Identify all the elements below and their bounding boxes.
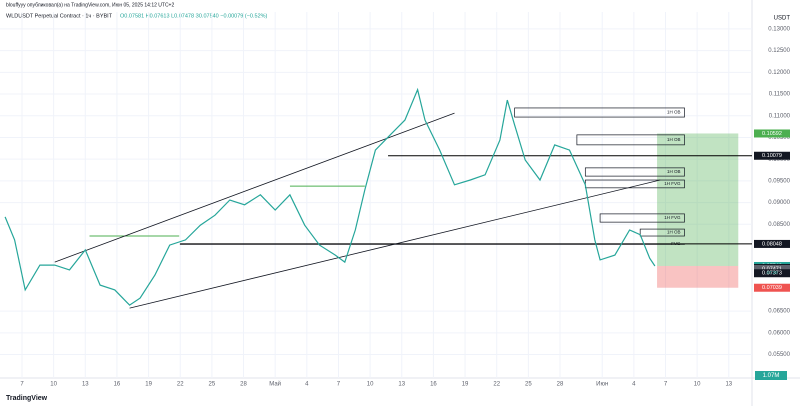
zone <box>514 107 685 118</box>
x-tick-label: 28 <box>557 382 564 388</box>
x-tick-label: 28 <box>240 382 247 388</box>
price-tag <box>754 283 790 292</box>
x-tick-label: Июн <box>596 382 608 388</box>
x-tick-label: 4 <box>305 382 309 388</box>
zone-label: 1H FVG <box>664 215 681 220</box>
zone <box>576 134 685 146</box>
zone <box>584 167 685 177</box>
stop-zone <box>657 265 739 288</box>
x-tick-label: 16 <box>430 382 437 388</box>
price-tag <box>754 264 790 273</box>
price-tag <box>754 151 790 160</box>
price-tag <box>754 129 790 138</box>
y-tick-label: 0.13000 <box>768 27 790 33</box>
x-tick-label: Май <box>269 381 281 388</box>
price-tag-label: 0.10592 <box>762 131 782 137</box>
price-tag <box>754 239 790 248</box>
volume-tag <box>755 371 787 380</box>
x-tick-label: 7 <box>664 382 668 388</box>
zone <box>639 228 685 237</box>
y-tick-label: 0.06000 <box>768 330 790 336</box>
y-tick-label: 0.05500 <box>768 352 790 358</box>
y-tick-label: 0.11500 <box>769 92 791 98</box>
zone-label: 1H OB <box>667 169 681 174</box>
y-tick-label: 0.09500 <box>768 178 790 184</box>
currency: USDT <box>774 16 791 22</box>
logo: TradingView <box>6 395 48 402</box>
target-zone <box>657 133 739 266</box>
y-tick-label: 0.06500 <box>768 309 790 315</box>
x-tick-label: 10 <box>694 382 701 388</box>
zone-label: 1H OB <box>667 137 681 142</box>
x-tick-label: 19 <box>145 382 152 388</box>
x-tick-label: 10 <box>50 382 57 388</box>
volume-label: 1.07M <box>763 373 780 379</box>
x-tick-label: 25 <box>525 382 532 388</box>
price-tag-label: 0.07039 <box>762 285 782 291</box>
price-tag-label: 0.10079 <box>762 153 782 159</box>
price-line <box>4 87 656 306</box>
x-tick-label: 7 <box>20 382 24 388</box>
x-tick-label: 4 <box>632 382 636 388</box>
author-line: blouffyyy опубликовал(а) на TradingView.… <box>6 2 174 8</box>
price-tag-label: 0.07373 <box>762 271 782 277</box>
price-tag-label: 0.08048 <box>762 241 782 247</box>
x-tick-label: 13 <box>398 382 405 388</box>
y-tick-label: 0.12500 <box>768 48 790 54</box>
x-tick-label: 10 <box>367 382 374 388</box>
ohlc: О0.07581 Н0.07613 L0.07478 З0.07540 −0.0… <box>120 13 268 19</box>
zone-label: 1H OB <box>667 230 681 235</box>
y-tick-label: 0.10500 <box>768 135 790 141</box>
y-tick-label: 0.09000 <box>768 200 790 206</box>
x-tick-label: 13 <box>82 382 89 388</box>
x-tick-label: 19 <box>462 382 469 388</box>
x-tick-label: 22 <box>177 382 184 388</box>
countdown: 47:28 <box>766 270 778 275</box>
y-tick-label: 0.12000 <box>768 70 790 76</box>
zone-label: 1H FVG <box>664 181 681 186</box>
x-tick-label: 22 <box>493 382 500 388</box>
x-tick-label: 25 <box>209 382 216 388</box>
y-tick-label: 0.10000 <box>768 157 790 163</box>
y-tick-label: 0.08500 <box>768 222 790 228</box>
x-tick-label: 16 <box>114 382 121 388</box>
price-tag <box>754 269 790 278</box>
y-tick-label: 0.11000 <box>769 113 791 119</box>
zone-label: 1H OB <box>667 110 681 115</box>
zone <box>599 213 685 223</box>
symbol: WLDUSDT Perpetual Contract · 1ч · BYBIT <box>6 13 113 19</box>
trendline <box>129 179 661 309</box>
x-tick-label: 7 <box>337 382 341 388</box>
x-tick-label: 13 <box>725 382 732 388</box>
